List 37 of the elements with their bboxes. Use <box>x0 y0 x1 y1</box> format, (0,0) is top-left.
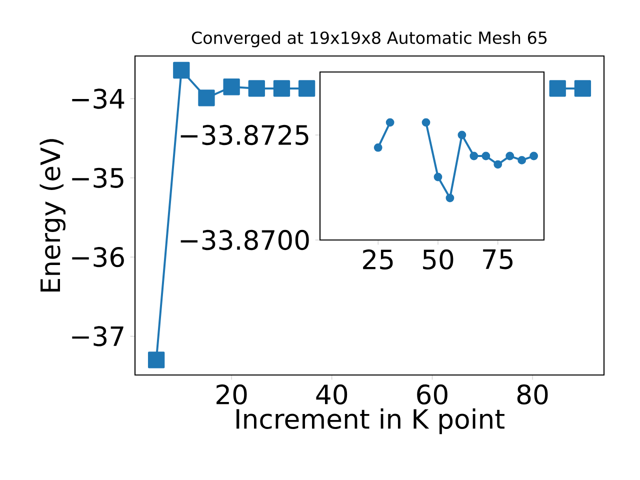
point <box>549 80 566 97</box>
point <box>198 90 215 106</box>
point <box>422 118 430 127</box>
point <box>273 80 290 97</box>
point <box>434 172 442 182</box>
y-tick-label: −35 <box>72 168 124 188</box>
x-axis-title: Increment in K point <box>236 408 504 434</box>
point <box>446 194 454 202</box>
y-tick-label: −34 <box>72 88 124 109</box>
point <box>574 80 592 97</box>
x-tick-label: 80 <box>517 384 548 405</box>
point <box>173 62 190 79</box>
point <box>458 130 466 140</box>
y-tick-label: −37 <box>72 326 124 346</box>
point <box>494 160 502 169</box>
x-tick-label: 40 <box>316 384 348 405</box>
point <box>298 80 316 97</box>
y-tick-label: −33.8700 <box>180 230 309 250</box>
point <box>223 78 240 96</box>
point <box>248 80 265 97</box>
point <box>530 152 538 160</box>
point <box>506 152 514 160</box>
x-tick-label: 25 <box>363 249 393 270</box>
point <box>386 118 394 127</box>
chart-title: Converged at 19x19x8 Automatic Mesh 65 <box>192 31 547 48</box>
x-tick-label: 50 <box>423 249 454 270</box>
x-tick-label: 75 <box>483 249 513 270</box>
x-tick-label: 20 <box>216 384 247 405</box>
point <box>518 156 526 164</box>
y-tick-label: −33.8725 <box>180 124 308 146</box>
y-axis-title: Energy (eV) <box>40 139 66 292</box>
point <box>482 152 490 160</box>
point <box>374 143 382 152</box>
point <box>470 152 478 160</box>
point <box>148 352 165 368</box>
x-tick-label: 60 <box>417 384 448 405</box>
y-tick-label: −36 <box>72 246 124 268</box>
